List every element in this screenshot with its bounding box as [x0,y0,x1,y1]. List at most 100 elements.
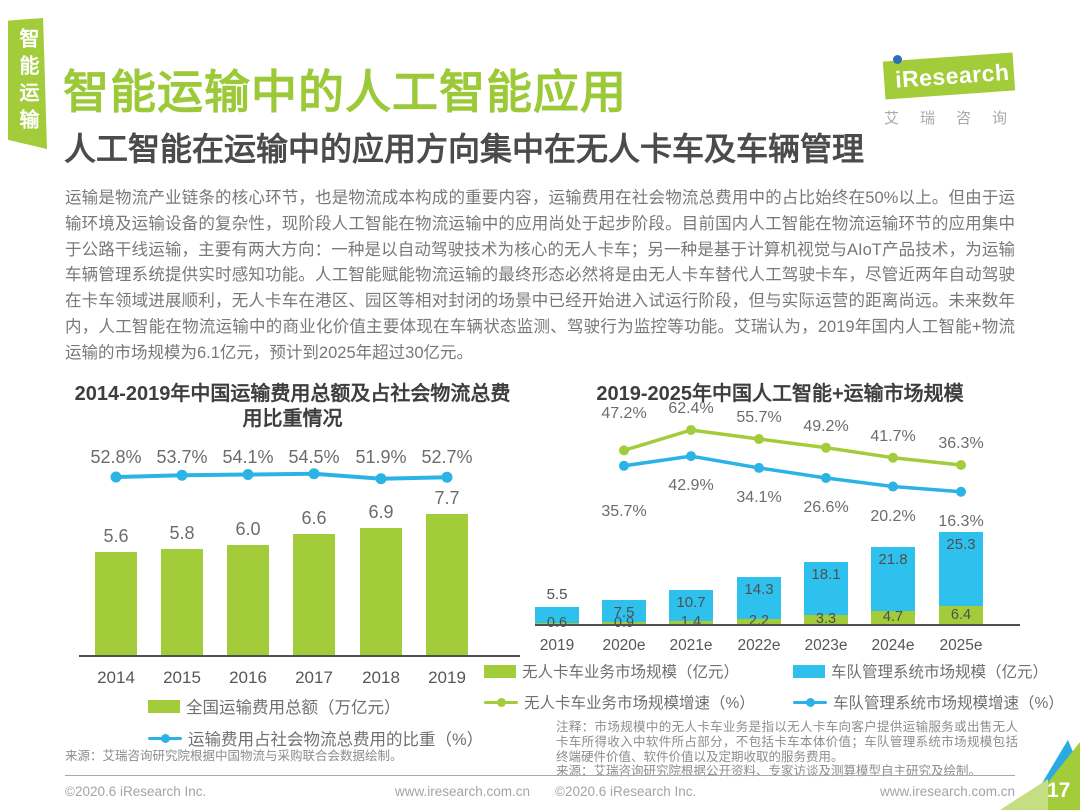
growth-value-2022e-truck: 55.7% [736,408,782,426]
legend-cost-share-label: 运输费用占社会物流总费用的比重（%） [188,731,484,749]
legend-fleet-growth-label: 车队管理系统市场规模增速（%） [833,695,1064,712]
right-chart-plot: 5.5 0.6 2019 7.5 0.9 2020e 10.7 1.4 2021e 14.3 2.2… [535,398,1020,656]
trend-line-fleet [619,451,966,497]
fleet-value-2023e: 18.1 [811,566,841,584]
growth-value-2020e-truck: 47.2% [601,405,647,423]
footer-copyright-right: ©2020.6 iResearch Inc. [555,784,697,799]
bar-2015 [161,548,203,656]
x-label-2021e: 2021e [669,637,713,654]
page-number: 17 [1047,779,1071,802]
bar-fleet-2021e [669,589,713,621]
bar-fleet-2024e [871,547,915,612]
fleet-value-2024e: 21.8 [878,551,908,569]
left-chart-source: 来源：艾瑞咨询研究院根据中国物流与采购联合会数据绘制。 [65,749,403,763]
footer-website-left: www.iresearch.com.cn [394,784,530,799]
bar-truck-2020e [602,622,646,625]
line-value-2016: 54.1% [222,447,274,467]
legend-cost-share-swatch-dot [161,734,170,743]
line-value-2015: 53.7% [156,447,208,467]
line-value-2019: 52.7% [421,447,473,467]
growth-value-2021e-fleet: 42.9% [668,477,714,495]
trend-line-truck [619,425,966,470]
legend-cost-share: 运输费用占社会物流总费用的比重（%） [148,726,483,750]
fleet-value-2020e: 7.5 [613,604,635,622]
legend-fleet-growth-swatch [793,696,827,709]
growth-value-2025e-truck: 36.3% [938,434,984,452]
iresearch-logo-text: iResearch [894,58,1011,93]
page-subtitle: 人工智能在运输中的应用方向集中在无人卡车及车辆管理 [64,131,865,167]
legend-fleet-growth: 车队管理系统市场规模增速（%） [793,691,1064,713]
x-label-2019: 2019 [428,668,466,687]
x-label-2015: 2015 [163,668,201,687]
legend-truck-size-swatch [484,664,516,678]
growth-value-2023e-fleet: 26.6% [803,498,849,516]
bar-truck-2021e [669,620,713,625]
bar-value-2017: 6.6 [301,507,327,528]
growth-value-2025e-fleet: 16.3% [938,512,984,530]
bar-2016 [227,545,269,656]
bar-truck-2025e [939,606,983,625]
right-chart-legend: 无人卡车业务市场规模（亿元） 车队管理系统市场规模（亿元） 无人卡车业务市场规模增速… [484,660,1064,713]
bar-value-2018: 6.9 [368,502,394,523]
right-x-axis [535,624,1020,626]
fleet-value-2021e: 10.7 [676,593,706,611]
line-value-2018: 51.9% [355,447,407,467]
growth-value-2023e-truck: 49.2% [803,417,849,435]
bar-fleet-2022e [737,576,781,619]
truck-value-2025e: 6.4 [950,606,972,623]
x-label-2024e: 2024e [871,637,915,654]
growth-value-2021e-truck: 62.4% [668,400,714,417]
truck-value-2020e: 0.9 [613,614,635,631]
growth-value-2024e-truck: 41.7% [870,427,916,445]
line-value-2014: 52.8% [90,447,142,467]
truck-value-2022e: 2.2 [748,612,770,629]
x-label-2016: 2016 [229,668,267,687]
x-label-2023e: 2023e [804,637,848,654]
legend-total-cost-swatch [148,699,180,713]
left-chart-title: 2014-2019年中国运输费用总额及占社会物流总费用比重情况 [74,383,511,430]
bar-fleet-2025e [939,532,983,607]
right-chart-note: 注释：市场规模中的无人卡车业务是指以无人卡车向客户提供运输服务或出售无人卡车所得… [556,720,1018,764]
x-label-2019: 2019 [539,637,575,654]
bar-2014 [95,552,137,656]
body-paragraph: 运输是物流产业链条的核心环节，也是物流成本构成的重要内容，运输费用在社会物流总费… [65,189,1015,362]
fleet-value-2019: 5.5 [546,586,568,604]
bar-truck-2022e [737,618,781,625]
left-trend-line [110,468,453,485]
bar-fleet-2023e [804,562,848,616]
x-label-2014: 2014 [97,668,135,687]
iresearch-logo-chinese: 艾瑞咨询 [884,110,1029,127]
x-label-2017: 2017 [295,668,333,687]
page-title: 智能运输中的人工智能应用 [63,66,627,118]
right-chart-source: 来源：艾瑞咨询研究院根据公开资料、专家访谈及测算模型自主研究及绘制。 [556,764,982,779]
bar-fleet-2019 [535,607,579,624]
footer-divider [65,775,1015,776]
bar-fleet-2020e [602,600,646,623]
bar-value-2016: 6.0 [235,519,261,539]
legend-truck-size-label: 无人卡车业务市场规模（亿元） [522,664,740,681]
line-value-2017: 54.5% [288,447,340,467]
left-chart-legend: 全国运输费用总额（万亿元） 运输费用占社会物流总费用的比重（%） [148,694,483,758]
bar-value-2019: 7.7 [434,487,460,508]
x-label-2025e: 2025e [939,637,983,654]
bar-2017 [293,533,335,656]
bar-2018 [360,528,402,656]
right-chart-notes: 注释：市场规模中的无人卡车业务是指以无人卡车向客户提供运输服务或出售无人卡车所得… [556,720,1018,779]
growth-value-2020e-fleet: 35.7% [601,502,647,520]
truck-value-2021e: 1.4 [680,613,702,630]
legend-fleet-size-swatch [793,664,825,678]
legend-total-cost: 全国运输费用总额（万亿元） [148,694,483,718]
x-label-2022e: 2022e [737,637,781,654]
legend-fleet-size-label: 车队管理系统市场规模（亿元） [831,664,1049,681]
legend-truck-growth: 无人卡车业务市场规模增速（%） [484,691,793,713]
section-tab: 智能运输 [8,18,47,149]
x-label-2020e: 2020e [602,637,646,654]
bar-2019 [426,513,468,656]
bar-value-2015: 5.8 [169,522,195,543]
growth-value-2022e-fleet: 34.1% [736,488,782,506]
legend-truck-growth-label: 无人卡车业务市场规模增速（%） [524,695,755,712]
footer-website-right: www.iresearch.com.cn [879,784,1015,799]
legend-cost-share-swatch [148,732,182,745]
section-tab-label: 智能运输 [16,28,38,136]
